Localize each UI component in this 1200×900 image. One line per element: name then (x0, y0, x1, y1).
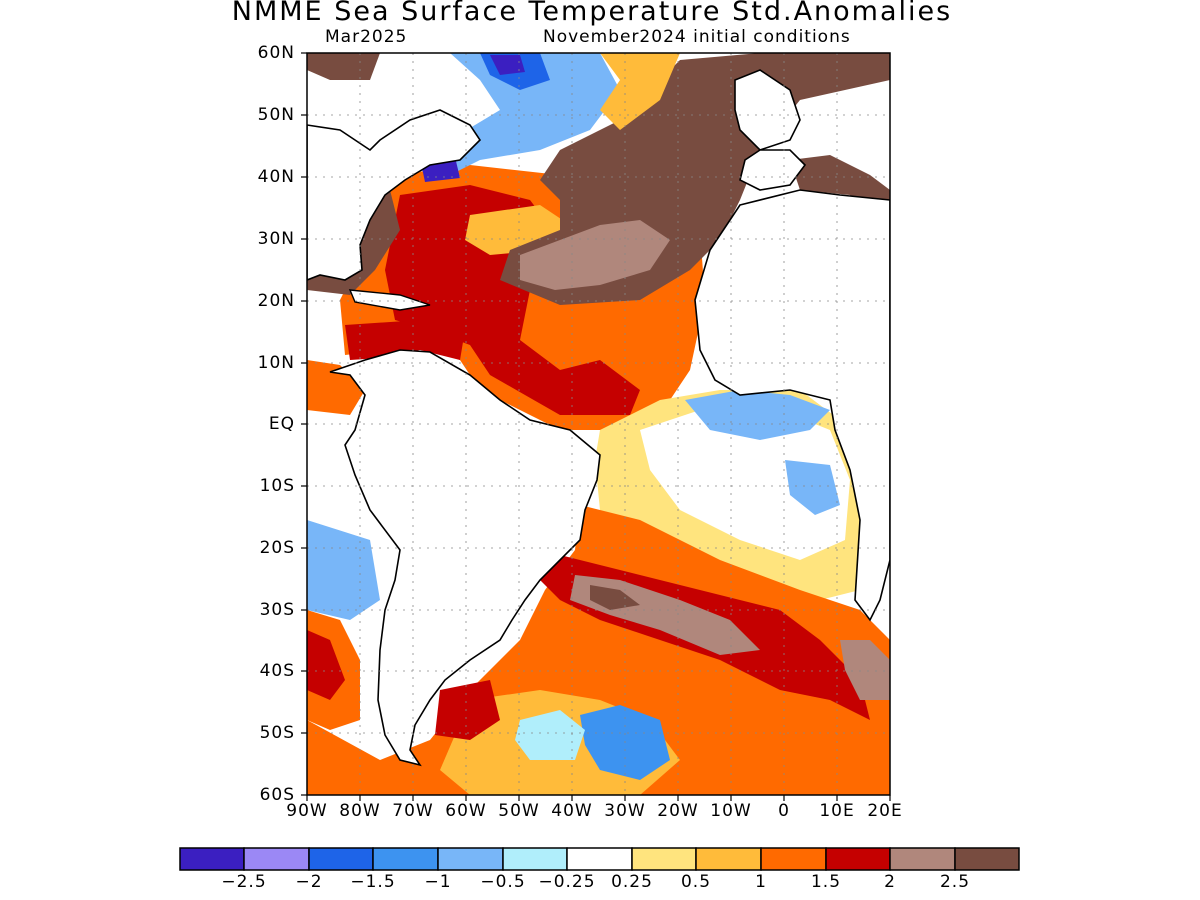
colorbar-label-1: −2.5 (221, 872, 267, 892)
colorbar-box-9 (695, 847, 762, 871)
lat-label-10s: 10S (259, 476, 295, 496)
map-grid (307, 53, 890, 795)
lon-label-20w: 20W (657, 801, 699, 821)
lat-label-40n: 40N (257, 167, 295, 187)
colorbar-box-12 (889, 847, 956, 871)
axis-ticks (301, 52, 891, 801)
map-plot-area (307, 53, 890, 795)
colorbar-label-5: −0.5 (480, 872, 526, 892)
anomaly-region-brown-south (590, 585, 640, 610)
lat-label-20n: 20N (257, 291, 295, 311)
colorbar-label-9: 1 (755, 872, 767, 892)
lat-label-eq: EQ (268, 414, 295, 434)
colorbar-box-7 (566, 847, 633, 871)
lat-label-30s: 30S (259, 600, 295, 620)
anomaly-region-lightblue-angola (785, 460, 840, 515)
anomaly-region-white-tropics (640, 410, 850, 560)
colorbar-label-12: 2.5 (939, 872, 971, 892)
colorbar-box-5 (437, 847, 504, 871)
colorbar-label-4: −1 (424, 872, 452, 892)
south-america-landmass (329, 349, 601, 767)
anomaly-region-lightbrown-southeast (840, 640, 890, 700)
anomaly-region-darkred-pacific (307, 630, 345, 700)
colorbar-box-4 (372, 847, 439, 871)
anomaly-region-brown-northwest (307, 53, 380, 80)
colorbar-label-2: −2 (295, 872, 323, 892)
anomaly-region-orange-labrador-edge (600, 53, 680, 130)
lat-label-10n: 10N (257, 353, 295, 373)
lat-label-50s: 50S (259, 723, 295, 743)
lon-label-90w: 90W (286, 801, 328, 821)
lon-label-0: 0 (778, 801, 790, 821)
lon-label-70w: 70W (392, 801, 434, 821)
colorbar-box-3 (308, 847, 374, 871)
anomaly-region-darkred-north (385, 185, 640, 415)
lat-label-20s: 20S (259, 538, 295, 558)
lat-label-40s: 40S (259, 661, 295, 681)
chart-title: NMME Sea Surface Temperature Std.Anomali… (231, 0, 953, 27)
colorbar-box-10 (760, 847, 827, 871)
initial-conditions: November2024 initial conditions (543, 27, 851, 47)
colorbar-label-11: 2 (884, 872, 896, 892)
cuba-island (348, 289, 431, 311)
africa-landmass (694, 189, 890, 622)
lon-label-10w: 10W (710, 801, 752, 821)
lat-label-50n: 50N (257, 105, 295, 125)
colorbar-box-6 (502, 847, 568, 871)
north-america-landmass (307, 109, 482, 281)
forecast-month: Mar2025 (325, 27, 408, 47)
lon-label-10e: 10E (819, 801, 855, 821)
lat-label-30n: 30N (257, 229, 295, 249)
colorbar-box-1 (179, 847, 245, 871)
lon-label-30w: 30W (604, 801, 646, 821)
lon-label-80w: 80W (339, 801, 381, 821)
anomaly-region-lightblue-south-center (515, 710, 585, 760)
lat-label-60n: 60N (257, 43, 295, 63)
colorbar-label-8: 0.5 (680, 872, 712, 892)
lon-label-20e: 20E (867, 801, 903, 821)
colorbar-label-6: −0.25 (538, 872, 596, 892)
anomaly-region-lightbrown-north (520, 220, 670, 290)
lat-label-60s: 60S (259, 785, 295, 805)
europe-landmass (734, 69, 801, 151)
colorbar-box-8 (631, 847, 697, 871)
anomaly-region-purple-labrador (490, 55, 525, 75)
colorbar-box-13 (954, 847, 1020, 871)
anomaly-region-orange-eq-pacific (307, 360, 365, 415)
anomaly-region-lightblue-pacific (307, 520, 380, 620)
lon-label-50w: 50W (498, 801, 540, 821)
anomaly-region-darkred-caribbean (345, 320, 465, 360)
lon-label-40w: 40W (551, 801, 593, 821)
anomaly-region-darkred-patagonia (435, 680, 500, 740)
colorbar-box-11 (825, 847, 891, 871)
colorbar-label-10: 1.5 (810, 872, 842, 892)
colorbar-box-2 (243, 847, 310, 871)
colorbar (179, 847, 1020, 871)
colorbar-label-3: −1.5 (350, 872, 396, 892)
lon-label-60w: 60W (445, 801, 487, 821)
iberia-landmass (739, 149, 807, 191)
colorbar-label-7: 0.25 (611, 872, 653, 892)
anomaly-region-lightblue-gulf-guinea (685, 390, 830, 440)
